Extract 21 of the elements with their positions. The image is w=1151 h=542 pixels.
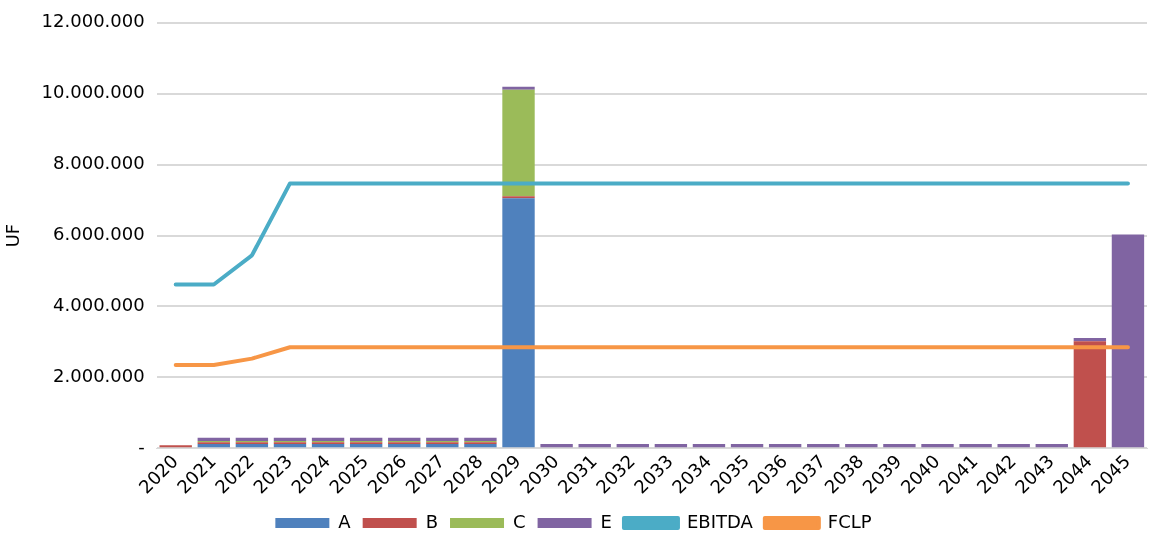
legend-label: A [338, 510, 352, 532]
legend-label: B [425, 510, 439, 532]
bar [1073, 341, 1107, 448]
y-tick-label: - [138, 436, 145, 458]
bar [502, 89, 535, 197]
bar [1111, 234, 1145, 448]
y-tick-label: 8.000.000 [53, 152, 145, 174]
legend-label: E [600, 510, 612, 532]
legend-label: C [513, 510, 526, 532]
y-axis-title: UF [2, 223, 24, 248]
bar [502, 196, 535, 199]
bar [502, 198, 535, 448]
y-tick-label: 12.000.000 [41, 10, 145, 32]
legend-label: FCLP [827, 510, 872, 532]
bar [1073, 338, 1107, 342]
bar [502, 86, 535, 90]
y-tick-label: 4.000.000 [53, 294, 145, 316]
y-tick-label: 10.000.000 [41, 81, 145, 103]
y-tick-label: 6.000.000 [53, 223, 145, 245]
y-tick-label: 2.000.000 [53, 365, 145, 387]
legend-label: EBITDA [686, 510, 754, 532]
